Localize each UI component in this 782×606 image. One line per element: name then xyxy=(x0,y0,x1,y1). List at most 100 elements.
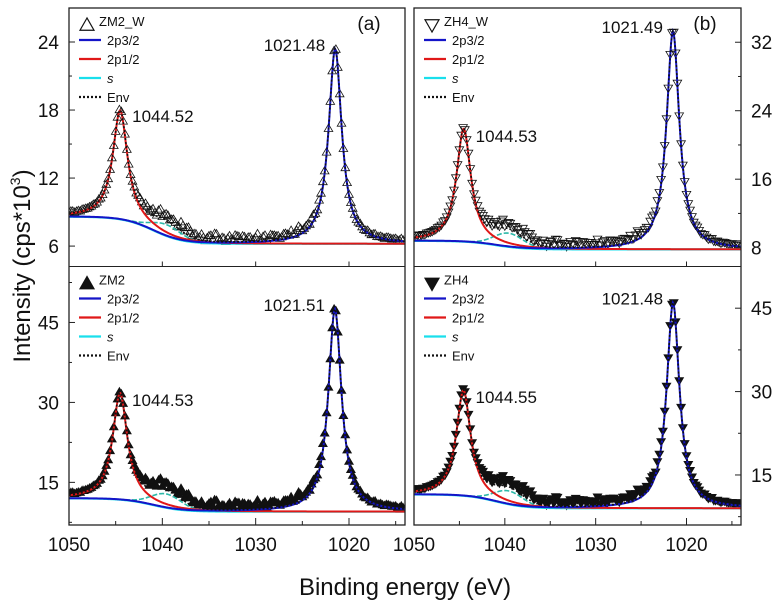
data-point xyxy=(164,214,175,224)
x-tick-label: 1040 xyxy=(141,535,183,556)
x-tick-label: 1030 xyxy=(235,535,277,556)
data-point xyxy=(252,495,263,504)
y-tick-label: 8 xyxy=(751,239,762,260)
data-point xyxy=(301,220,312,230)
data-point xyxy=(654,189,665,198)
peak-label: 1044.55 xyxy=(476,388,537,407)
data-point xyxy=(608,236,619,246)
panel-label: (b) xyxy=(693,14,716,35)
legend-entry: 2p1/2 xyxy=(107,52,140,67)
data-point xyxy=(187,230,198,239)
y-axis-title-main: Intensity (cps*10 xyxy=(9,185,36,362)
y-tick-label: 15 xyxy=(38,473,59,494)
data-point xyxy=(534,239,545,249)
data-point xyxy=(732,240,741,249)
data-markers xyxy=(69,44,405,245)
legend-entry: Env xyxy=(452,349,475,364)
data-point xyxy=(612,237,623,246)
legend-entry: ZM2_W xyxy=(99,14,145,29)
data-point xyxy=(585,238,596,248)
legend-entry: 2p3/2 xyxy=(107,33,140,48)
data-point xyxy=(144,206,155,216)
series-env-line xyxy=(69,306,405,511)
data-point xyxy=(291,225,302,235)
data-point xyxy=(726,240,737,249)
peak-label: 1021.49 xyxy=(602,18,663,37)
data-point xyxy=(174,221,185,231)
legend-entry: ZH4 xyxy=(444,273,469,288)
y-tick-label: 24 xyxy=(751,102,773,123)
frames-group xyxy=(68,7,742,526)
panels-group: 6 12 18 24 (a) 1021.48 1044.52 ZM2_W 2p3/2 2p1/2 s… xyxy=(38,14,773,523)
data-point xyxy=(217,232,228,242)
series-2p1-2-line xyxy=(414,389,741,510)
y-tick-label: 45 xyxy=(751,299,772,320)
peak-label: 1021.48 xyxy=(264,36,325,55)
y-tick-label: 24 xyxy=(38,33,60,54)
data-point xyxy=(599,236,610,246)
legend: ZM2_W 2p3/2 2p1/2 s Env xyxy=(78,14,145,105)
data-point xyxy=(527,233,538,243)
data-point xyxy=(153,205,164,214)
y-axis-title-exp: 3 xyxy=(7,177,23,185)
data-point xyxy=(142,201,153,210)
legend: ZH4_W 2p3/2 2p1/2 s Env xyxy=(423,14,489,105)
legend-marker xyxy=(423,277,441,292)
y-tick-label: 15 xyxy=(751,466,772,487)
data-point xyxy=(548,241,559,250)
peak-label: 1044.53 xyxy=(476,127,537,146)
series-env-line xyxy=(69,46,405,243)
data-point xyxy=(443,208,454,218)
data-point xyxy=(492,221,503,230)
series-2p3-2-line xyxy=(69,46,405,244)
peak-label: 1021.51 xyxy=(263,296,324,315)
data-point xyxy=(690,221,701,231)
data-point xyxy=(483,215,494,225)
legend-entry: s xyxy=(452,71,459,86)
data-point xyxy=(69,206,74,216)
data-point xyxy=(260,230,270,239)
series-2p1-2-line xyxy=(69,391,405,513)
data-point xyxy=(552,493,563,503)
data-point xyxy=(570,237,581,246)
legend-entry: s xyxy=(452,330,459,345)
legend-entry: ZM2 xyxy=(99,273,125,288)
panel-bottom-left xyxy=(69,303,405,513)
x-tick-label: 1020 xyxy=(328,535,370,556)
data-point xyxy=(687,213,697,222)
data-point xyxy=(567,240,578,250)
peak-label: 1021.48 xyxy=(602,290,663,309)
data-point xyxy=(592,235,603,245)
legend-entry: Env xyxy=(107,349,130,364)
y-tick-label: 30 xyxy=(38,393,59,414)
x-tick-label: 1030 xyxy=(575,535,617,556)
data-point xyxy=(545,238,556,247)
legend-entry: s xyxy=(107,330,114,345)
data-point xyxy=(685,206,696,216)
x-tick-label: 1050 xyxy=(48,535,90,556)
legend-entry: 2p1/2 xyxy=(452,52,485,67)
panel-bottom-right xyxy=(414,299,741,511)
peak-label: 1044.52 xyxy=(132,107,193,126)
data-point xyxy=(146,205,157,214)
data-point xyxy=(485,218,496,227)
data-point xyxy=(588,240,599,250)
y-tick-label: 45 xyxy=(38,313,59,334)
x-tick-label: 1040 xyxy=(484,535,526,556)
series-env-line xyxy=(414,300,741,508)
data-point xyxy=(581,241,592,250)
y-tick-label: 30 xyxy=(751,383,772,404)
x-axis-title: Binding energy (eV) xyxy=(299,574,511,601)
data-point xyxy=(550,235,561,245)
data-point xyxy=(375,231,386,240)
panel-label: (a) xyxy=(357,14,380,35)
y-axis-title: Intensity (cps*103) xyxy=(7,169,36,362)
legend-marker xyxy=(78,275,96,290)
legend-entry: 2p3/2 xyxy=(452,33,485,48)
legend-marker xyxy=(423,19,441,34)
data-point xyxy=(97,189,108,199)
data-point xyxy=(650,207,661,217)
data-point xyxy=(627,235,637,245)
x-axis: 1050 1040 1030 1020 1050 1040 1030 1020 xyxy=(48,261,733,556)
